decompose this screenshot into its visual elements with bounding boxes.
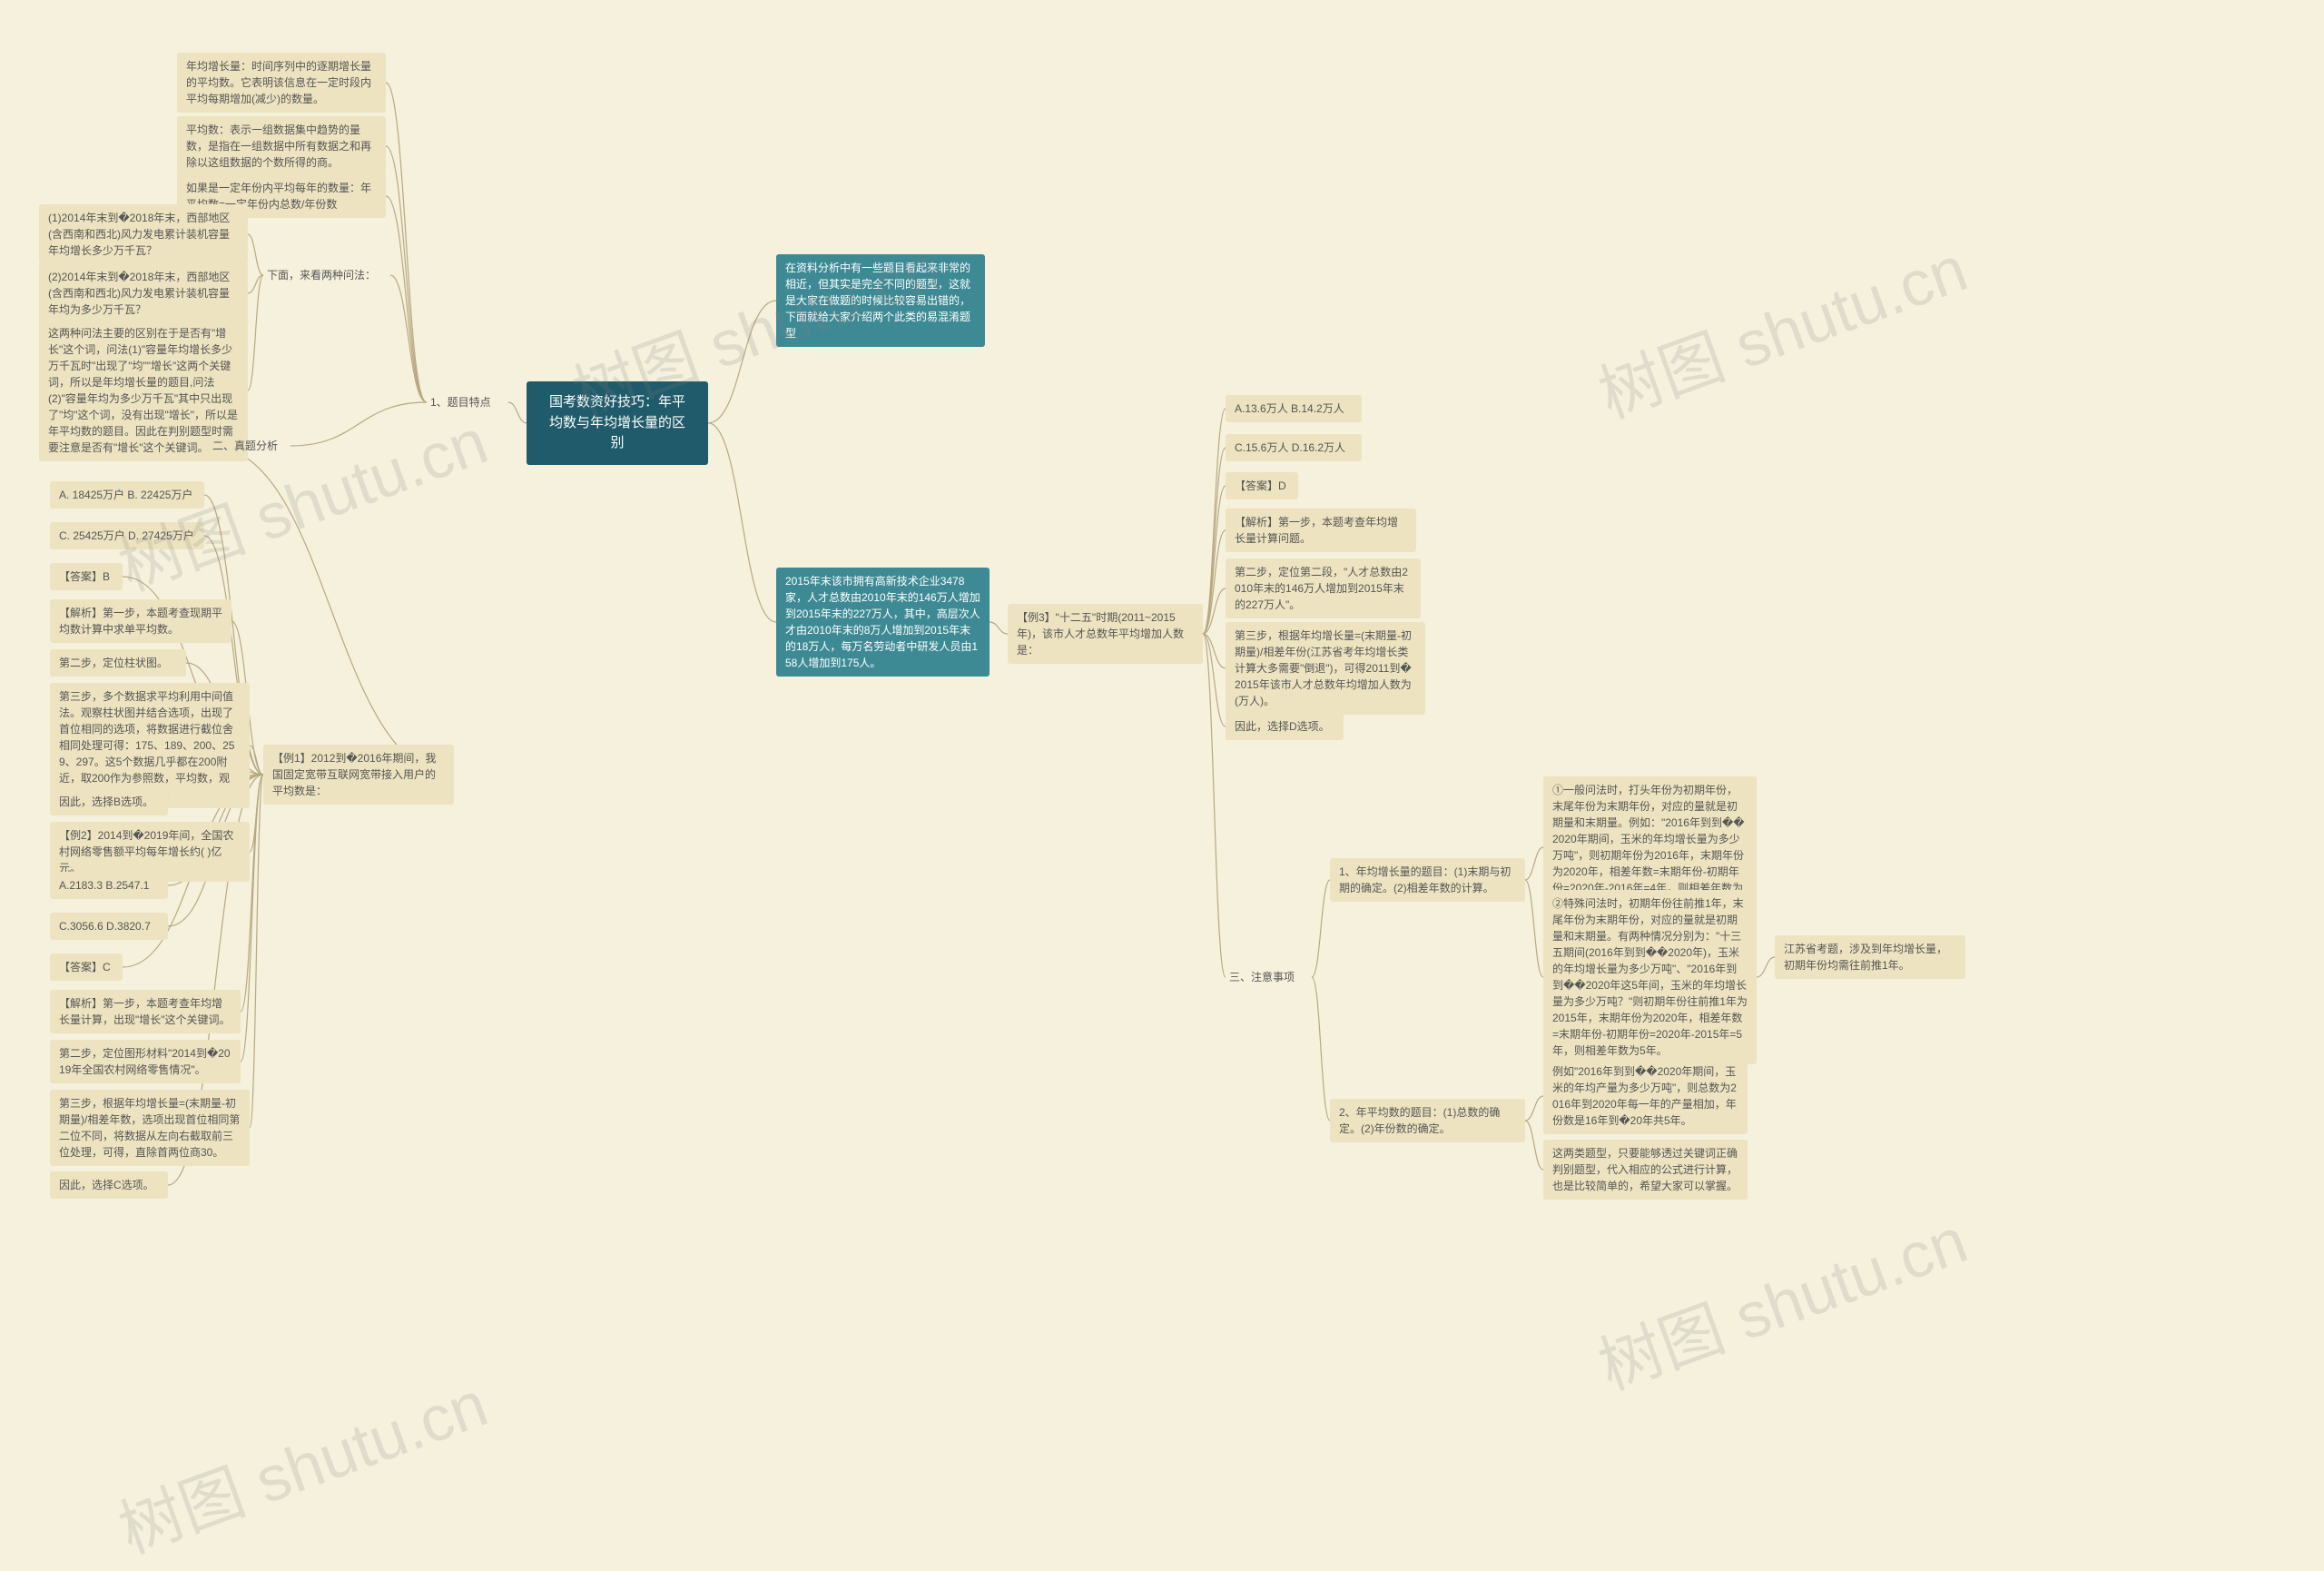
edge — [1203, 486, 1226, 634]
mindmap-node-n_avg_growth: 年均增长量：时间序列中的逐期增长量的平均数。它表明该信息在一定时段内平均每期增加… — [177, 53, 386, 113]
mindmap-node-n_ex2_a: A.2183.3 B.2547.1 — [50, 872, 168, 899]
mindmap-node-n_ex2_b: C.3056.6 D.3820.7 — [50, 913, 168, 940]
mindmap-node-n_ex2_s1: 【解析】第一步，本题考查年均增长量计算，出现"增长"这个关键词。 — [50, 990, 241, 1033]
edge — [248, 275, 263, 293]
mindmap-node-n_q1: (1)2014年末到�2018年末，西部地区(含西南和西北)风力发电累计装机容量… — [39, 204, 248, 264]
edge — [1203, 588, 1226, 634]
mindmap-node-n_note2: 2、年平均数的题目：(1)总数的确定。(2)年份数的确定。 — [1330, 1099, 1525, 1142]
edge — [250, 775, 263, 852]
mindmap-node-n_ex1: 【例1】2012到�2016年期间，我国固定宽带互联网宽带接入用户的平均数是： — [263, 745, 454, 805]
mindmap-node-n_ex1_ans: 【答案】B — [50, 563, 123, 590]
mindmap-node-n_teal_2015: 2015年末该市拥有高新技术企业3478家，人才总数由2010年末的146万人增… — [776, 568, 990, 677]
edge — [1312, 977, 1330, 1121]
mindmap-node-n_ex3_b: C.15.6万人 D.16.2万人 — [1226, 434, 1362, 461]
mindmap-node-n_note1: 1、年均增长量的题目：(1)末期与初期的确定。(2)相差年数的计算。 — [1330, 858, 1525, 902]
mindmap-node-n_ex2_s4: 因此，选择C选项。 — [50, 1171, 168, 1199]
mindmap-node-n_q2: (2)2014年末到�2018年末，西部地区(含西南和西北)风力发电累计装机容量… — [39, 263, 248, 323]
edge — [386, 196, 427, 402]
edge — [248, 234, 263, 275]
edge — [248, 275, 263, 390]
edge — [250, 775, 263, 1128]
mindmap-node-n_ex1_s2: 第二步，定位柱状图。 — [50, 649, 186, 677]
mindmap-node-n_note1c: 江苏省考题，涉及到年均增长量，初期年份均需往前推1年。 — [1775, 935, 1965, 979]
watermark: 树图 shutu.cn — [1585, 219, 1978, 437]
mindmap-node-n_ex2_s2: 第二步，定位图形材料"2014到�2019年全国农村网络零售情况"。 — [50, 1040, 241, 1083]
mindmap-node-n_ex3_a: A.13.6万人 B.14.2万人 — [1226, 395, 1362, 422]
mindmap-node-n_ex3: 【例3】"十二五"时期(2011~2015年)，该市人才总数年平均增加人数是： — [1008, 604, 1203, 664]
mindmap-node-n_note1b: ②特殊问法时，初期年份往前推1年，末尾年份为末期年份，对应的量就是初期量和末期量… — [1543, 890, 1757, 1064]
mindmap-node-n_ex1_b: C. 25425万户 D. 27425万户 — [50, 522, 204, 549]
edge — [1203, 634, 1226, 668]
mindmap-node-n_ex3_s3: 第三步，根据年均增长量=(末期量-初期量)/相差年份(江苏省考年均增长类计算大多… — [1226, 622, 1425, 715]
edge — [1203, 530, 1226, 634]
edge — [708, 301, 776, 423]
edge — [990, 622, 1008, 634]
mindmap-node-n_title_feat: 1、题目特点 — [427, 392, 508, 412]
mindmap-node-n_ex3_s4: 因此，选择D选项。 — [1226, 713, 1344, 740]
mindmap-node-n_two_ways: 下面，来看两种问法： — [263, 265, 390, 285]
edge — [250, 746, 263, 775]
edge — [1525, 1096, 1543, 1121]
mindmap-node-n_ex1_s4: 因此，选择B选项。 — [50, 788, 168, 815]
edge — [390, 275, 427, 402]
mindmap-node-n_avg_num: 平均数：表示一组数据集中趋势的量数，是指在一组数据中所有数据之和再除以这组数据的… — [177, 116, 386, 176]
edge — [1757, 957, 1775, 977]
edge — [241, 775, 263, 1012]
mindmap-node-n_note2a: 例如"2016年到到��2020年期间，玉米的年均产量为多少万吨"，则总数为20… — [1543, 1058, 1748, 1134]
mindmap-node-n_ex1_s1: 【解析】第一步，本题考查现期平均数计算中求单平均数。 — [50, 599, 231, 643]
watermark: 树图 shutu.cn — [105, 1354, 498, 1571]
watermark: 树图 shutu.cn — [1585, 1191, 1978, 1408]
mindmap-node-n_zhenti: 二、真题分析 — [209, 436, 290, 456]
mindmap-node-n_ex2_ans: 【答案】C — [50, 953, 123, 981]
edge — [708, 423, 776, 622]
mindmap-node-n_note2b: 这两类题型，只要能够透过关键词正确判别题型，代入相应的公式进行计算，也是比较简单… — [1543, 1140, 1748, 1200]
edge — [508, 402, 527, 423]
mindmap-node-n_notes: 三、注意事项 — [1226, 967, 1312, 987]
edge — [1312, 880, 1330, 977]
mindmap-node-n_ex2_s3: 第三步，根据年均增长量=(末期量-初期量)/相差年数，选项出现首位相同第二位不同… — [50, 1090, 250, 1166]
mindmap-node-n_ex3_s1: 【解析】第一步，本题考查年均增长量计算问题。 — [1226, 509, 1416, 552]
edge — [1203, 634, 1226, 977]
mindmap-node-root: 国考数资好技巧：年平均数与年均增长量的区别 — [527, 381, 708, 465]
edge — [290, 402, 427, 446]
edge — [1203, 634, 1226, 726]
edge — [241, 775, 263, 1062]
edge — [1525, 880, 1543, 977]
edge — [386, 146, 427, 402]
mindmap-node-n_ex3_s2: 第二步，定位第二段，"人才总数由2010年末的146万人增加到2015年末的22… — [1226, 558, 1421, 618]
edge — [386, 83, 427, 402]
edge — [1203, 448, 1226, 634]
edge — [1203, 409, 1226, 634]
mindmap-node-n_teal_intro: 在资料分析中有一些题目看起来非常的相近，但其实是完全不同的题型，这就是大家在做题… — [776, 254, 985, 347]
edge — [1525, 1121, 1543, 1170]
mindmap-node-n_ex3_ans: 【答案】D — [1226, 472, 1298, 499]
edge — [1525, 847, 1543, 880]
mindmap-node-n_ex1_a: A. 18425万户 B. 22425万户 — [50, 481, 204, 509]
